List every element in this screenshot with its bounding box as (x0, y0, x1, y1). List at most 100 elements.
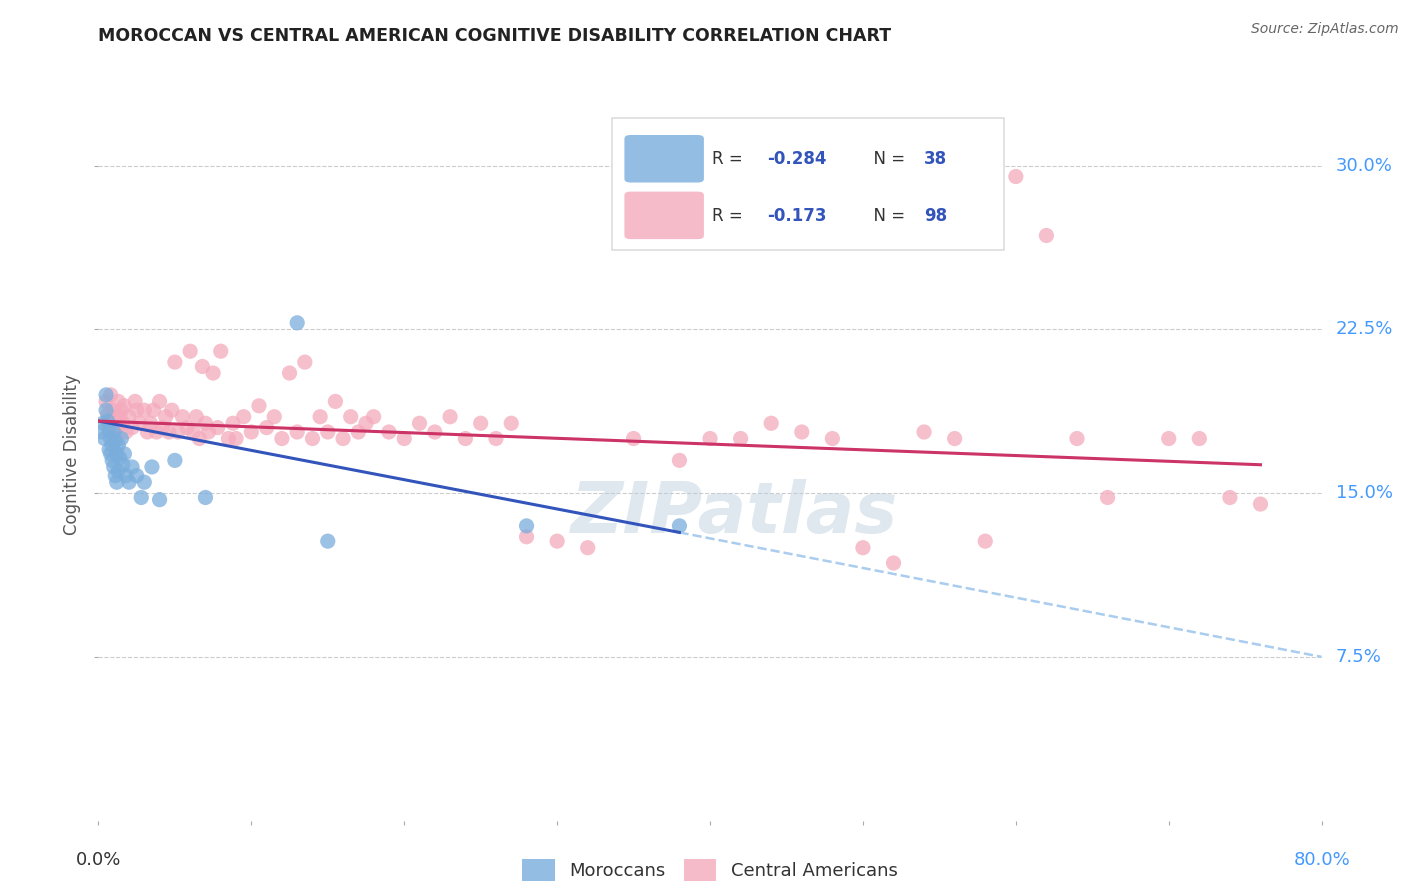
Point (101, 453, 124, 467)
Text: -0.284: -0.284 (768, 150, 827, 168)
Point (439, 409, 461, 424)
Point (354, 417, 377, 431)
Point (104, 409, 127, 424)
Point (157, 425, 180, 439)
Point (108, 451, 131, 466)
Point (172, 409, 194, 424)
Point (103, 425, 125, 439)
Point (309, 409, 332, 424)
Point (103, 425, 125, 439)
Point (501, 417, 523, 431)
Point (316, 534, 339, 549)
Point (105, 420, 128, 434)
Point (108, 409, 131, 424)
Point (176, 420, 198, 434)
Point (285, 425, 308, 439)
Point (516, 519, 538, 533)
Point (263, 409, 285, 424)
Point (270, 432, 292, 446)
Point (101, 403, 124, 417)
Point (339, 409, 361, 424)
Text: 15.0%: 15.0% (1336, 484, 1392, 502)
Point (134, 475, 156, 490)
Point (181, 425, 204, 439)
Text: 30.0%: 30.0% (1336, 157, 1392, 175)
Point (668, 453, 690, 467)
Point (179, 344, 201, 359)
Point (105, 447, 128, 461)
Point (98, 442, 121, 457)
Point (107, 464, 129, 478)
Point (217, 432, 239, 446)
FancyBboxPatch shape (624, 135, 704, 183)
Point (112, 399, 135, 413)
Point (160, 403, 183, 417)
Point (105, 475, 128, 490)
Point (294, 355, 316, 369)
Point (852, 541, 875, 555)
Point (790, 425, 813, 439)
Point (107, 438, 129, 452)
Point (470, 417, 492, 431)
Point (121, 459, 143, 474)
Text: R =: R = (713, 207, 748, 225)
Point (152, 420, 174, 434)
Point (128, 417, 150, 431)
Point (197, 425, 219, 439)
FancyBboxPatch shape (612, 119, 1004, 250)
Point (247, 399, 270, 413)
Point (90, 425, 112, 439)
Point (256, 420, 278, 434)
Point (115, 425, 138, 439)
Point (1035, 228, 1057, 243)
Point (546, 534, 568, 549)
Point (115, 468, 138, 483)
Point (699, 432, 721, 446)
Point (301, 432, 323, 446)
Point (93, 432, 115, 446)
Text: N =: N = (863, 207, 910, 225)
Point (110, 432, 132, 446)
Y-axis label: Cognitive Disability: Cognitive Disability (63, 375, 82, 535)
Point (91, 417, 114, 431)
Point (163, 453, 186, 467)
Point (883, 556, 905, 570)
Point (194, 417, 217, 431)
Point (100, 432, 122, 446)
Point (207, 420, 229, 434)
Point (363, 409, 385, 424)
Point (149, 394, 172, 409)
Point (149, 492, 172, 507)
Point (134, 403, 156, 417)
Point (194, 491, 217, 505)
Point (97, 408, 120, 422)
Point (378, 425, 401, 439)
Point (111, 417, 134, 431)
Point (454, 432, 477, 446)
Text: 22.5%: 22.5% (1336, 320, 1393, 338)
Point (118, 475, 141, 490)
Point (576, 541, 599, 555)
Point (1219, 491, 1241, 505)
Point (136, 425, 159, 439)
Text: 7.5%: 7.5% (1336, 648, 1382, 666)
Point (167, 425, 190, 439)
Point (141, 459, 163, 474)
Point (107, 394, 129, 409)
FancyBboxPatch shape (624, 192, 704, 239)
Point (94, 394, 117, 409)
Text: 0.0%: 0.0% (76, 851, 121, 869)
Point (188, 432, 211, 446)
Legend: Moroccans, Central Americans: Moroccans, Central Americans (515, 852, 905, 888)
Point (209, 344, 232, 359)
Text: Source: ZipAtlas.com: Source: ZipAtlas.com (1251, 22, 1399, 37)
Point (191, 359, 214, 374)
Text: 80.0%: 80.0% (1294, 851, 1350, 869)
Point (112, 447, 135, 461)
Point (98, 423, 121, 437)
Point (100, 388, 122, 402)
Point (232, 409, 254, 424)
Point (104, 434, 127, 448)
Point (1249, 497, 1271, 511)
Text: R =: R = (713, 150, 748, 168)
